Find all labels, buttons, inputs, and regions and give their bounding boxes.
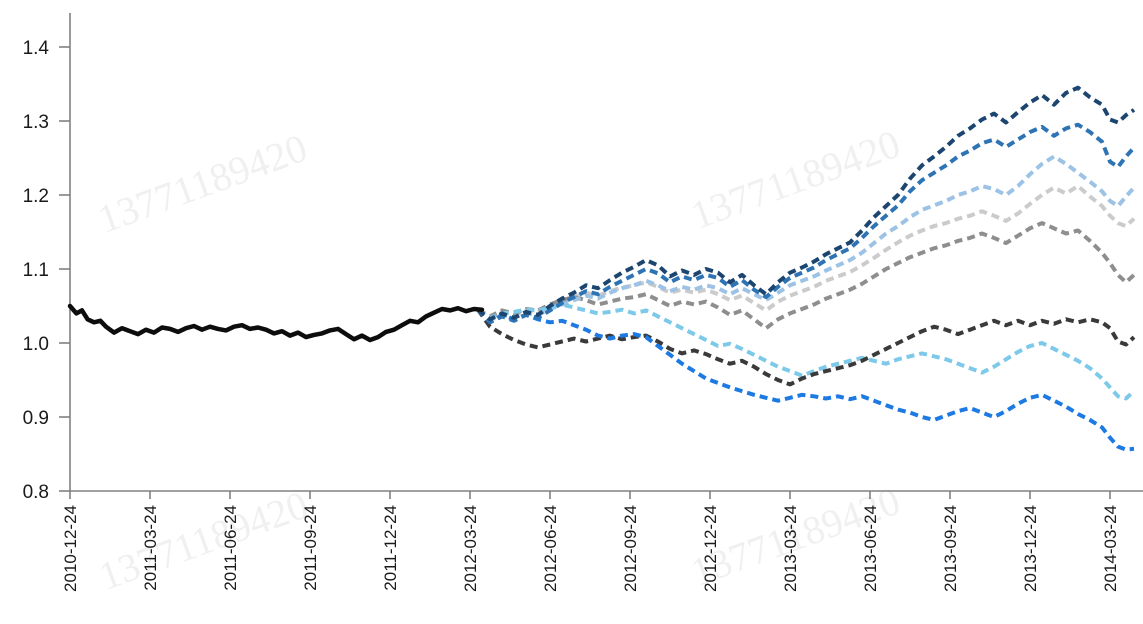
series-line-bright-blue <box>476 308 1135 452</box>
x-tick-label: 2013-12-24 <box>1021 505 1040 592</box>
y-tick-label: 1.0 <box>23 334 49 355</box>
series-line-medium-gray <box>477 221 1136 331</box>
x-tick-label: 2012-03-24 <box>461 505 480 592</box>
y-tick-label: 1.3 <box>23 112 49 133</box>
x-tick-label: 2011-12-24 <box>381 505 400 591</box>
watermark-text: 13771189420 <box>93 482 314 599</box>
series-line-light-blue <box>476 154 1136 323</box>
series-line-medium-blue <box>476 122 1136 325</box>
y-tick-label: 0.8 <box>23 482 49 503</box>
x-tick-label: 2013-06-24 <box>861 505 880 592</box>
x-tick-label: 2013-03-24 <box>781 505 800 592</box>
x-tick-label: 2012-09-24 <box>621 505 640 592</box>
x-tick-label: 2011-03-24 <box>141 505 160 591</box>
series-line-light-gray <box>476 184 1136 320</box>
x-tick-label: 2012-12-24 <box>701 505 720 592</box>
x-tick-label: 2010-12-24 <box>61 505 80 592</box>
watermark-text: 13771189420 <box>92 125 313 242</box>
y-tick-label: 1.1 <box>23 260 49 281</box>
x-tick-label: 2013-09-24 <box>941 505 960 592</box>
series-line-base-black <box>67 303 485 343</box>
y-tick-label: 0.9 <box>23 408 49 429</box>
series-line-sky-blue <box>476 302 1136 401</box>
watermark-text: 13771189420 <box>685 121 906 238</box>
y-tick-label: 1.2 <box>23 186 49 207</box>
series-line-dark-gray <box>476 308 1136 387</box>
series-line-dark-navy <box>476 85 1136 322</box>
x-tick-label: 2012-06-24 <box>541 505 560 592</box>
y-tick-label: 1.4 <box>23 38 50 59</box>
x-tick-label: 2014-03-24 <box>1101 505 1120 592</box>
x-tick-label: 2011-06-24 <box>221 505 240 591</box>
x-tick-label: 2011-09-24 <box>301 505 320 591</box>
